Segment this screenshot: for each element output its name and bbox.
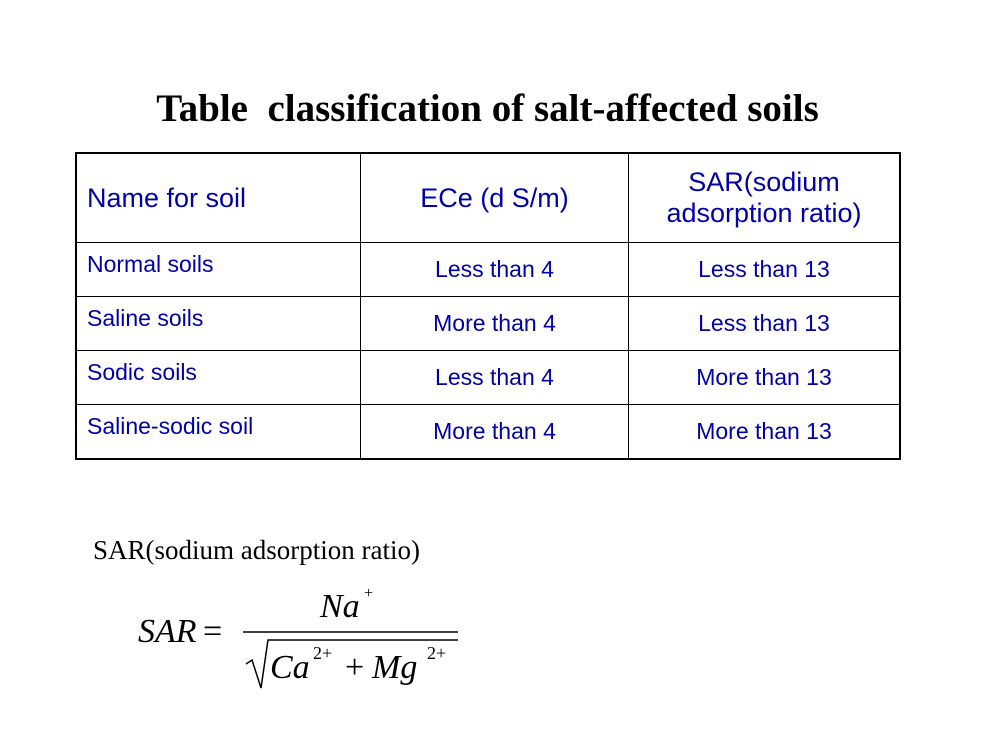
formula-caption: SAR(sodium adsorption ratio) (93, 535, 420, 565)
cell: Sodic soils (75, 350, 361, 405)
header-row: Name for soil ECe (d S/m) SAR(sodium ads… (75, 152, 901, 243)
cell: Less than 13 (628, 242, 901, 297)
formula-lhs: SAR (138, 613, 197, 650)
cell: More than 13 (628, 350, 901, 405)
row: Saline-sodic soil More than 4 More than 13 (75, 404, 901, 460)
cell: More than 13 (628, 404, 901, 460)
cell: More than 4 (360, 296, 629, 351)
cell: Saline-sodic soil (75, 404, 361, 460)
denominator-base: Ca (270, 649, 310, 686)
formula-equals: = (203, 613, 222, 650)
cell: Less than 4 (360, 350, 629, 405)
header-cell: Name for soil (75, 152, 361, 243)
row: Normal soils Less than 4 Less than 13 (75, 242, 901, 297)
cell: Less than 13 (628, 296, 901, 351)
row: Sodic soils Less than 4 More than 13 (75, 350, 901, 405)
cell: More than 4 (360, 404, 629, 460)
row: Saline soils More than 4 Less than 13 (75, 296, 901, 351)
numerator-base: Na (319, 588, 360, 625)
numerator-charge: + (364, 585, 373, 602)
denominator-charge: 2+ (427, 643, 446, 663)
denominator-operator: + (345, 649, 364, 686)
denominator-base: Mg (371, 649, 417, 686)
cell: Normal soils (75, 242, 361, 297)
title: Table classification of salt-affected so… (156, 87, 819, 130)
header-cell: SAR(sodium adsorption ratio) (628, 152, 901, 243)
sqrt-sign (245, 639, 458, 689)
classification-table: Name for soil ECe (d S/m) SAR(sodium ads… (75, 152, 901, 460)
denominator-charge: 2+ (313, 643, 332, 663)
